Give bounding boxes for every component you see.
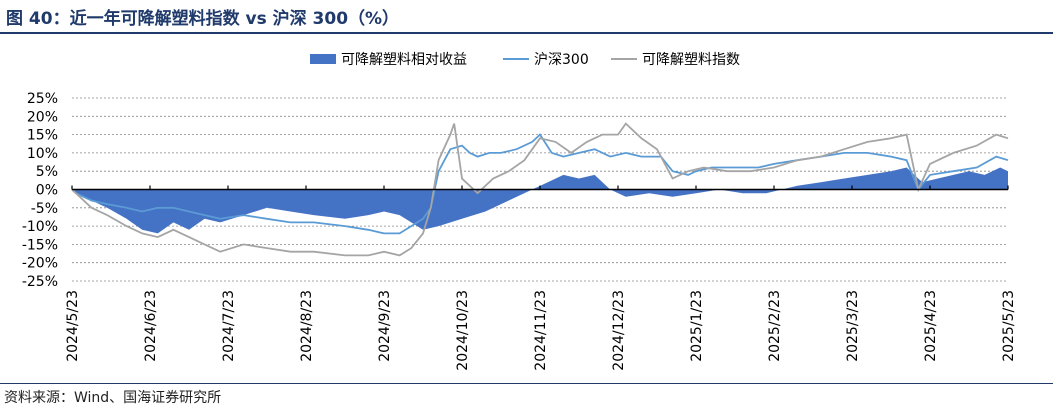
y-tick-label: -15%	[22, 237, 58, 253]
chart: -25% -20% -15% -10% -5% 0% 5% 10% 15% 20% 25% 2024/…	[22, 52, 1017, 371]
y-tick-label: -5%	[31, 201, 58, 217]
y-tick-label: 5%	[36, 164, 58, 180]
title-bar: 图 40：近一年可降解塑料指数 vs 沪深 300（%）	[0, 0, 1053, 34]
footer-rule	[0, 383, 1053, 384]
legend-hs300-label: 沪深300	[534, 52, 589, 68]
y-tick-label: -25%	[22, 274, 58, 290]
x-tick-label: 2024/12/23	[611, 290, 627, 371]
x-tick-label: 2025/5/23	[1001, 290, 1017, 362]
series-line-index	[71, 122, 1009, 257]
y-tick-label: -20%	[22, 256, 58, 272]
figure-title: 图 40：近一年可降解塑料指数 vs 沪深 300（%）	[6, 9, 400, 29]
x-tick-label: 2024/10/23	[455, 290, 471, 371]
x-tick-label: 2024/6/23	[143, 290, 159, 362]
x-tick-label: 2025/2/23	[767, 290, 783, 362]
series-line-hs300	[71, 133, 1009, 235]
x-tick-label: 2025/1/23	[689, 290, 705, 362]
x-tick-label: 2025/4/23	[923, 290, 939, 362]
x-tick-label: 2024/11/23	[533, 290, 549, 371]
legend-relative-return-swatch	[310, 54, 336, 64]
legend-relative-return-label: 可降解塑料相对收益	[341, 52, 467, 68]
y-tick-label: 10%	[27, 146, 58, 162]
y-tick-label: 15%	[27, 128, 58, 144]
y-tick-label: -10%	[22, 219, 58, 235]
x-tick-label: 2024/9/23	[377, 290, 393, 362]
x-tick-label: 2025/3/23	[845, 290, 861, 362]
x-tick-label: 2024/7/23	[221, 290, 237, 362]
source-note: 资料来源：Wind、国海证券研究所	[4, 390, 222, 406]
title-rule	[0, 32, 1053, 34]
legend-index-label: 可降解塑料指数	[642, 52, 740, 68]
x-tick-label: 2024/8/23	[299, 290, 315, 362]
y-tick-label: 25%	[27, 91, 58, 107]
y-tick-label: 0%	[36, 183, 58, 199]
x-tick-label: 2024/5/23	[65, 290, 81, 362]
series-area-relative-return	[72, 167, 1008, 234]
y-tick-label: 20%	[27, 109, 58, 125]
